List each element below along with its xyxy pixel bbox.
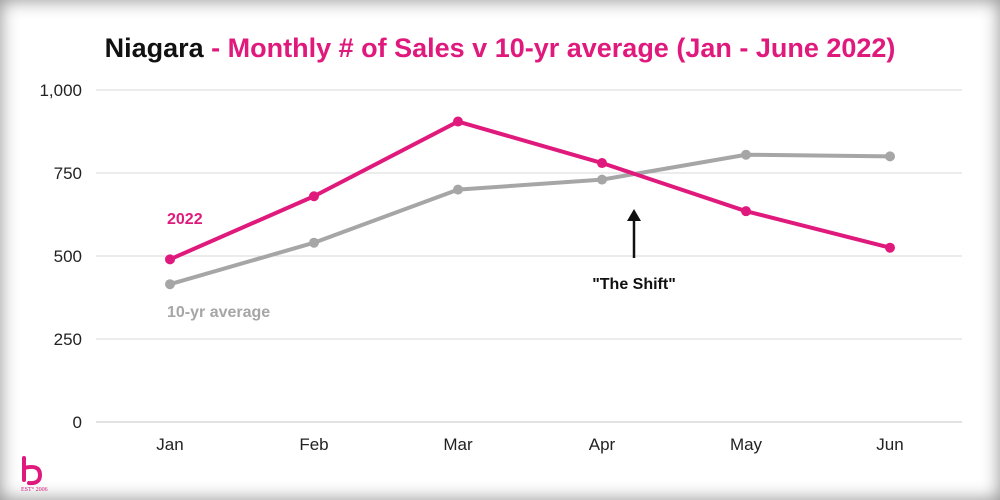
brand-b-logo-icon: EST° 2006: [21, 456, 48, 493]
shift-annotation: "The Shift": [592, 276, 676, 293]
x-tick-label: Jun: [876, 435, 903, 454]
data-point: [597, 158, 607, 169]
series-label: 2022: [167, 211, 203, 228]
x-tick-label: Jan: [156, 435, 183, 454]
y-tick-label: 750: [54, 164, 82, 183]
data-point: [741, 149, 751, 160]
data-point: [597, 174, 607, 185]
y-tick-label: 1,000: [39, 81, 82, 100]
data-point: [309, 191, 319, 202]
chart-title-rest: - Monthly # of Sales v 10-yr average (Ja…: [203, 33, 896, 63]
data-point: [741, 206, 751, 217]
y-tick-label: 250: [54, 330, 82, 349]
shift-arrow-icon: [627, 209, 641, 221]
y-tick-label: 500: [54, 247, 82, 266]
chart-title-brand: Niagara: [104, 33, 204, 63]
series-line-10yr-average: [168, 152, 892, 287]
data-point: [453, 184, 463, 195]
data-point: [309, 237, 319, 248]
brand-logo: EST° 2006: [18, 456, 58, 494]
x-tick-label: Mar: [443, 435, 473, 454]
data-point: [165, 254, 175, 265]
y-tick-label: 0: [73, 413, 82, 432]
series-label: 10-yr average: [167, 304, 270, 321]
series-line-2022: [168, 119, 892, 262]
logo-established-text: EST° 2006: [21, 486, 48, 493]
data-point: [885, 151, 895, 162]
data-point: [885, 242, 895, 253]
x-tick-label: Feb: [299, 435, 328, 454]
data-point: [453, 116, 463, 127]
x-tick-label: Apr: [589, 435, 616, 454]
data-point: [165, 279, 175, 290]
chart-title: Niagara - Monthly # of Sales v 10-yr ave…: [0, 33, 1000, 64]
x-tick-label: May: [730, 435, 763, 454]
